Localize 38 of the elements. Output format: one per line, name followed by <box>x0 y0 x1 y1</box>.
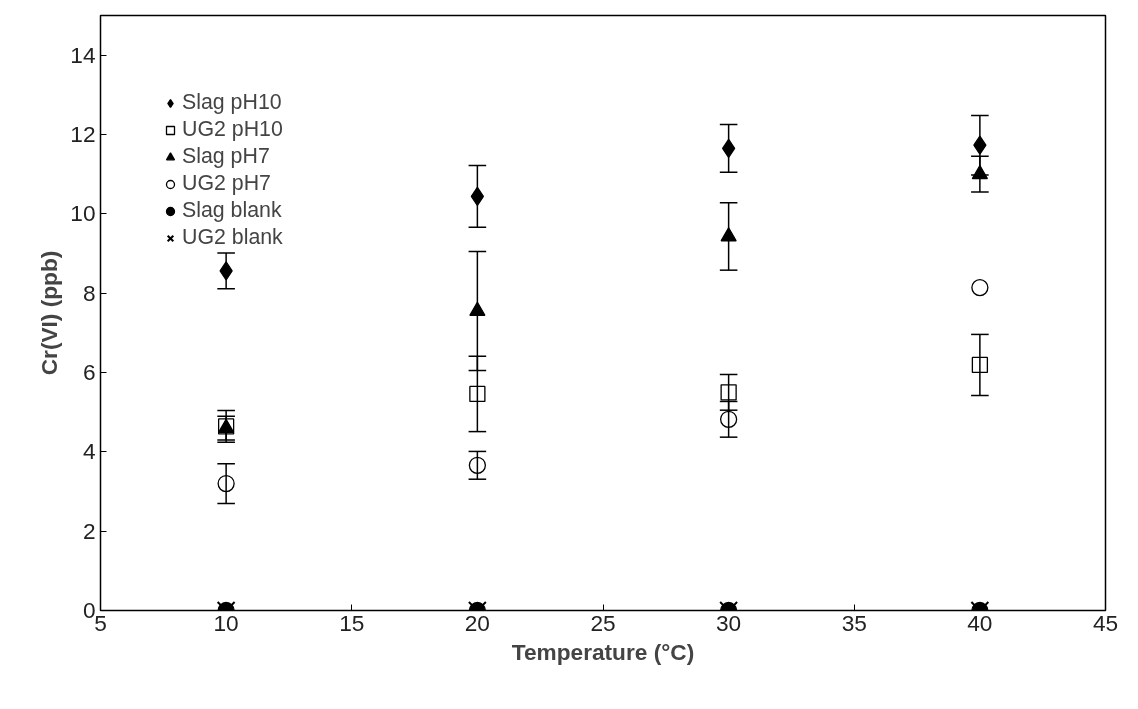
legend-label: Slag pH10 <box>182 90 282 115</box>
point <box>971 278 989 297</box>
x-tick-label: 15 <box>339 609 365 636</box>
y-tick-label: 12 <box>70 121 96 147</box>
x-tick-label: 5 <box>94 609 107 636</box>
point <box>973 135 987 155</box>
x-tick-label: 10 <box>213 609 239 636</box>
x-axis-title: Temperature (°C) <box>511 638 695 665</box>
point <box>971 164 989 180</box>
y-tick-label: 4 <box>82 438 96 465</box>
y-tick-label: 10 <box>70 200 96 227</box>
point <box>719 410 738 428</box>
point <box>468 456 487 474</box>
x-tick-label: 45 <box>1092 609 1119 636</box>
x-tick-label: 35 <box>841 609 867 636</box>
legend-label: Slag blank <box>182 198 282 223</box>
legend-label: Slag pH7 <box>182 144 270 169</box>
point <box>971 356 989 374</box>
y-axis-title: Cr(VI) (ppb) <box>36 250 63 376</box>
x-tick-label: 25 <box>590 609 616 636</box>
point <box>470 186 485 207</box>
point <box>721 138 736 159</box>
point <box>720 384 737 401</box>
legend-label: UG2 pH10 <box>182 117 283 142</box>
x-tick-label: 30 <box>716 609 742 636</box>
point <box>720 227 737 242</box>
point <box>469 385 486 403</box>
x-tick-label: 20 <box>464 609 490 636</box>
point <box>217 474 235 493</box>
legend-label: UG2 blank <box>182 225 283 250</box>
y-tick-label: 8 <box>82 279 96 306</box>
x-tick-label: 40 <box>967 609 993 636</box>
y-tick-label: 6 <box>82 359 96 385</box>
y-tick-label: 14 <box>70 41 96 68</box>
point <box>219 261 233 281</box>
y-tick-label: 2 <box>82 517 96 544</box>
y-tick-label: 0 <box>82 597 96 623</box>
legend-label: UG2 pH7 <box>182 171 271 196</box>
